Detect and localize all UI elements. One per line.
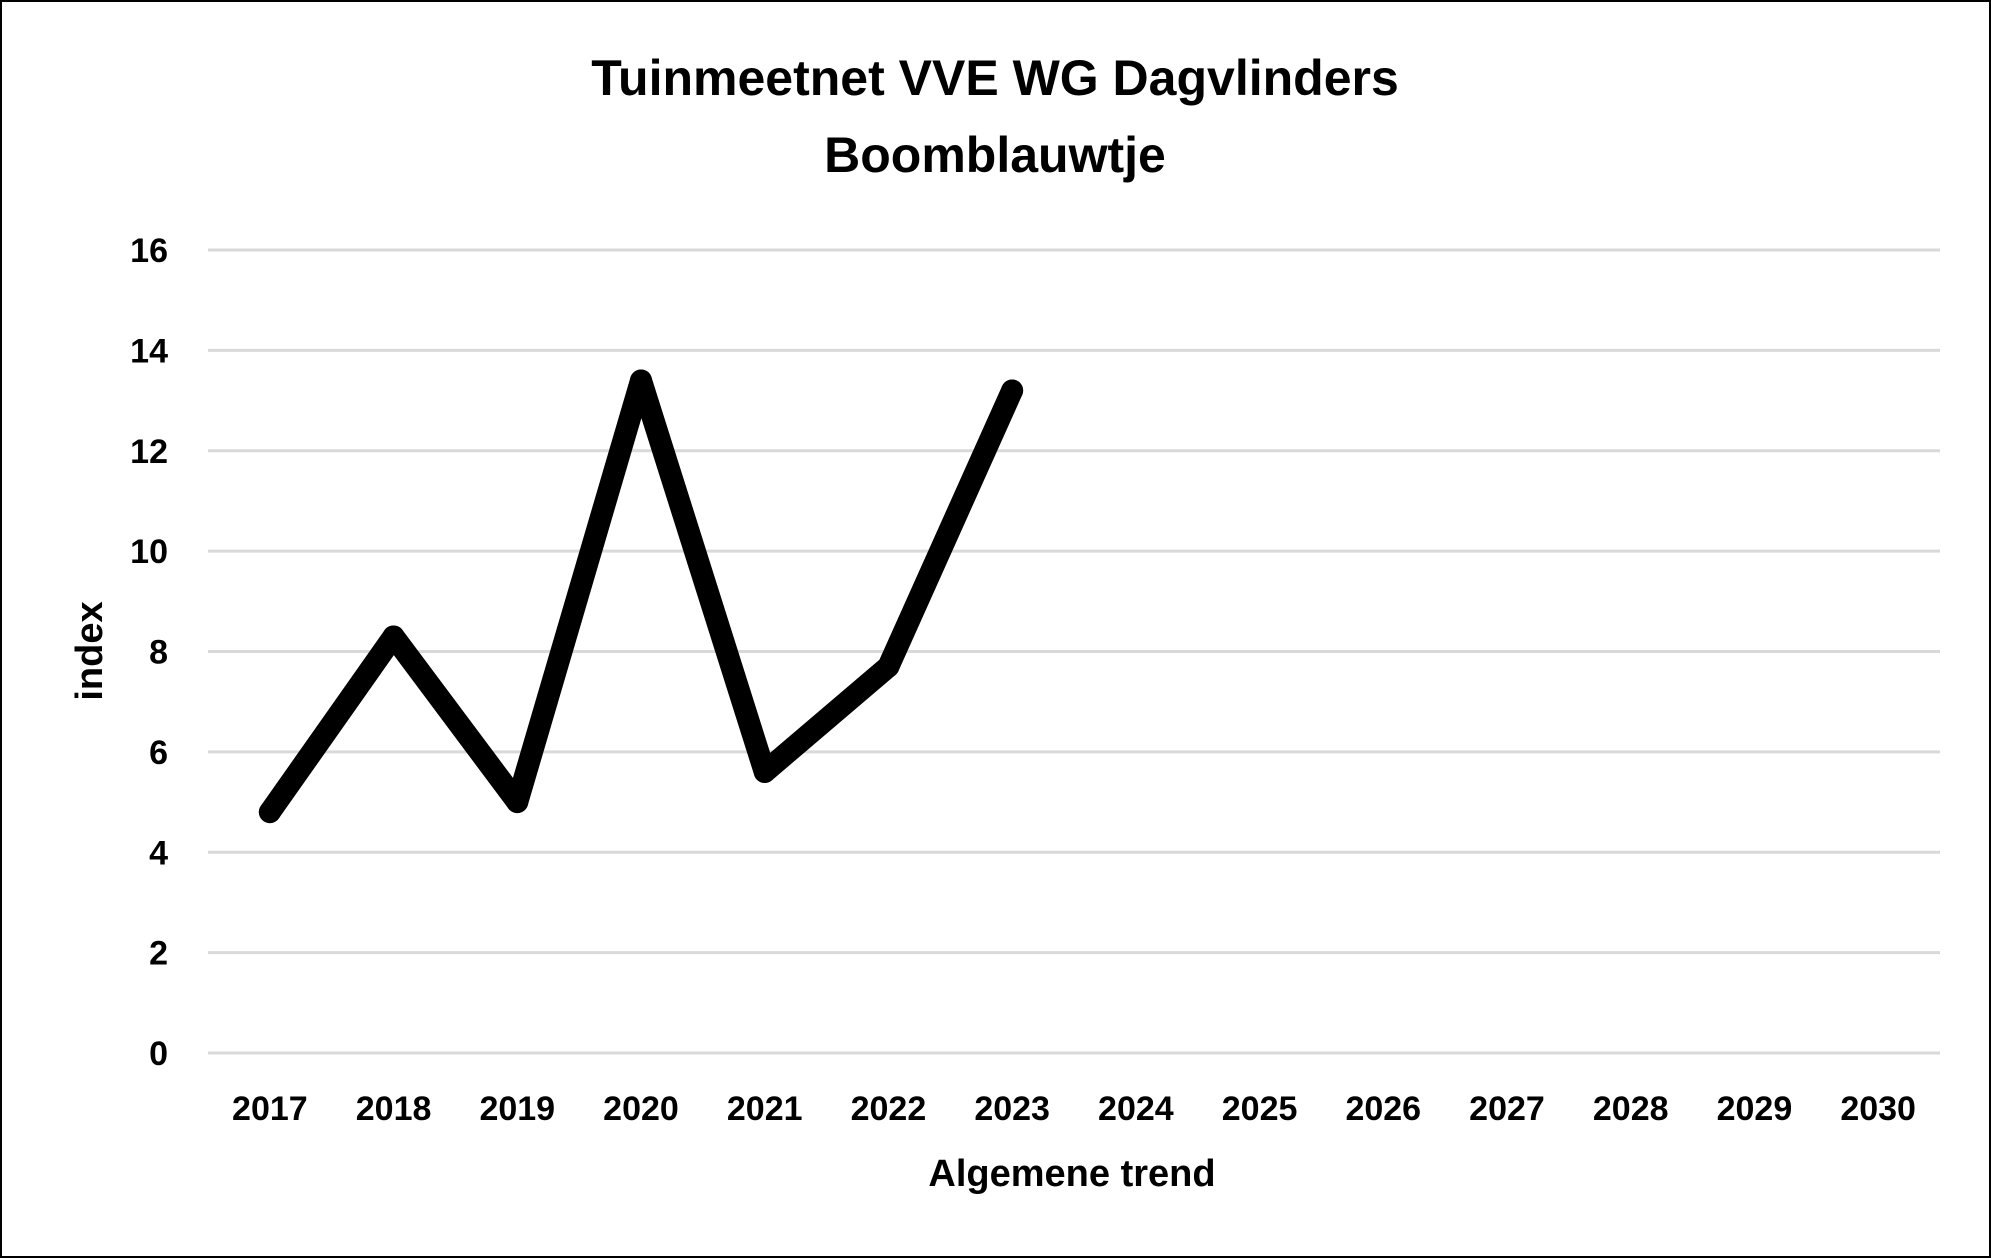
- x-tick-label: 2028: [1593, 1090, 1669, 1128]
- y-tick-label: 16: [130, 232, 168, 270]
- x-tick-label: 2019: [479, 1090, 555, 1128]
- x-tick-label: 2027: [1469, 1090, 1545, 1128]
- x-tick-label: 2024: [1098, 1090, 1174, 1128]
- x-tick-label: 2021: [727, 1090, 803, 1128]
- data-point: [630, 369, 652, 392]
- x-tick-label: 2026: [1345, 1090, 1421, 1128]
- series-group: [258, 369, 1024, 824]
- y-tick-label: 2: [149, 935, 168, 973]
- y-axis-label: index: [69, 601, 111, 700]
- x-tick-label: 2025: [1222, 1090, 1298, 1128]
- x-axis-label: Algemene trend: [928, 1153, 1215, 1195]
- chart-subtitle: Boomblauwtje: [824, 127, 1166, 183]
- x-tick-label: 2017: [232, 1090, 308, 1128]
- series-line: [258, 369, 1024, 824]
- y-axis-ticks: 0 2 4 6 8 10 12 14 16: [130, 232, 168, 1073]
- y-tick-label: 4: [149, 834, 168, 872]
- y-tick-label: 8: [149, 634, 168, 672]
- x-axis-ticks: 2017 2018 2019 2020 2021 2022 2023 2024 2025 2026…: [232, 1090, 1916, 1128]
- x-tick-label: 2018: [356, 1090, 432, 1128]
- gridlines: [208, 248, 1940, 1055]
- y-tick-label: 10: [130, 533, 168, 571]
- y-tick-label: 14: [130, 332, 168, 370]
- data-point: [506, 791, 529, 814]
- x-tick-label: 2030: [1840, 1090, 1916, 1128]
- chart-title: Tuinmeetnet VVE WG Dagvlinders: [591, 50, 1399, 106]
- data-point: [382, 625, 405, 648]
- x-tick-label: 2020: [603, 1090, 679, 1128]
- data-point: [1001, 379, 1024, 402]
- y-tick-label: 12: [130, 433, 168, 471]
- x-tick-label: 2022: [851, 1090, 927, 1128]
- x-tick-label: 2029: [1717, 1090, 1793, 1128]
- y-tick-label: 6: [149, 734, 168, 772]
- data-point: [753, 760, 776, 783]
- data-point: [877, 655, 900, 678]
- x-tick-label: 2023: [974, 1090, 1050, 1128]
- data-point: [258, 801, 281, 824]
- y-tick-label: 0: [149, 1035, 168, 1073]
